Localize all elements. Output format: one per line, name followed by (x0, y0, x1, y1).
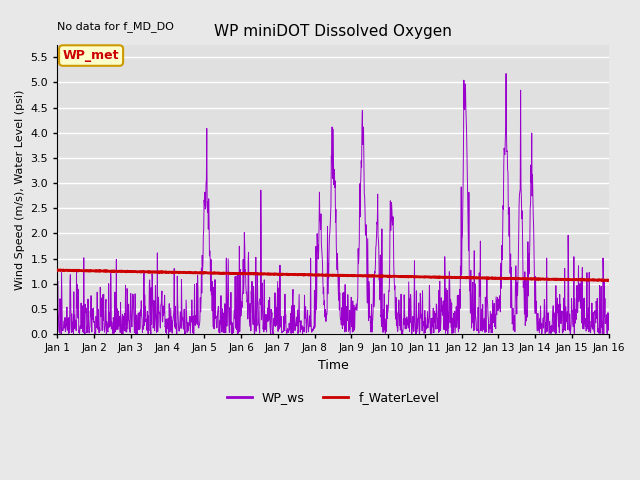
X-axis label: Time: Time (317, 359, 348, 372)
Title: WP miniDOT Dissolved Oxygen: WP miniDOT Dissolved Oxygen (214, 24, 452, 39)
Y-axis label: Wind Speed (m/s), Water Level (psi): Wind Speed (m/s), Water Level (psi) (15, 89, 25, 289)
Text: WP_met: WP_met (63, 49, 119, 62)
Legend: WP_ws, f_WaterLevel: WP_ws, f_WaterLevel (221, 386, 444, 409)
Text: No data for f_MD_DO: No data for f_MD_DO (58, 22, 174, 32)
